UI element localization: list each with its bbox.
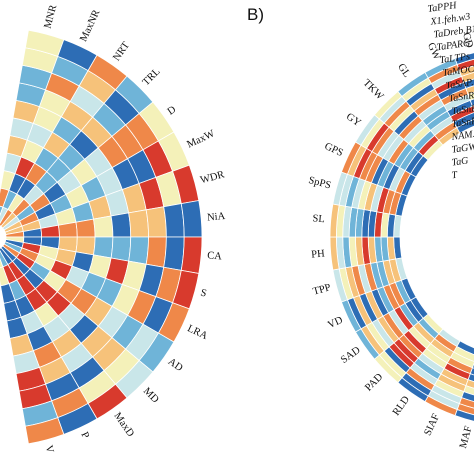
heatmap-a bbox=[0, 29, 203, 445]
heatmap-b-cell bbox=[469, 98, 474, 107]
heatmap-a-trait-label: LRA bbox=[185, 323, 209, 342]
heatmap-b-gene-label: TaPPH bbox=[427, 0, 458, 15]
heatmap-b-trait-label: SIAF bbox=[422, 412, 442, 437]
heatmap-a-cell bbox=[93, 215, 114, 238]
heatmap-b-trait-label: RLD bbox=[391, 394, 412, 418]
heatmap-a-trait-label: WDR bbox=[199, 169, 226, 186]
heatmap-a-trait-label: MNR bbox=[43, 4, 60, 30]
heatmap-a-cell bbox=[75, 218, 96, 238]
heatmap-b-gene-label: TaSnRK2 bbox=[451, 114, 474, 130]
heatmap-b-trait-label: MAF bbox=[458, 425, 474, 450]
heatmap-a-trait-label: MaxD bbox=[111, 411, 136, 440]
heatmap-b-trait-label: SL bbox=[312, 213, 325, 225]
gene-labels-b: TaPPHX1.feh.w3TaDreb.B1TaPARGTaLTPsTaMOC… bbox=[427, 0, 474, 181]
heatmap-a-trait-label: CA bbox=[207, 250, 223, 262]
heatmap-a-trait-label: S bbox=[199, 288, 208, 300]
heatmap-b-cell bbox=[467, 91, 474, 101]
heatmap-a-trait-label: AD bbox=[166, 356, 185, 374]
heatmap-b-trait-label: GL bbox=[395, 62, 412, 80]
heatmap-a-trait-label: NRT bbox=[111, 40, 132, 63]
heatmap-a-cell bbox=[163, 236, 185, 271]
heatmap-a-cell bbox=[128, 209, 149, 238]
heatmap-b-trait-label: TKW bbox=[361, 78, 386, 103]
heatmap-a-cell bbox=[110, 236, 132, 262]
heatmap-a-cell bbox=[145, 206, 167, 238]
heatmap-a-trait-label: D bbox=[166, 104, 179, 118]
heatmap-a-cell bbox=[163, 203, 185, 238]
heatmap-b-cell bbox=[454, 52, 474, 65]
panel-b-letter: B) bbox=[247, 5, 264, 24]
heatmap-b-trait-label: PAD bbox=[363, 371, 385, 393]
heatmap-a-cell bbox=[180, 236, 203, 274]
heatmap-b-gene-label: TaLTPs bbox=[439, 51, 471, 66]
heatmap-a-cell bbox=[145, 236, 167, 268]
heatmap-b-gene-label: TaPARG bbox=[436, 38, 471, 54]
heatmap-a-trait-label: MD bbox=[141, 386, 161, 406]
heatmap-b-trait-label: GY bbox=[344, 111, 363, 129]
heatmap-b-gene-label: TaMOC bbox=[442, 64, 474, 79]
heatmap-a-cell bbox=[24, 417, 65, 445]
heatmap-b-gene-label: TaDreb.B1 bbox=[433, 24, 474, 41]
heatmap-a-trait-label: P bbox=[78, 430, 91, 440]
heatmap-b-trait-label: VD bbox=[326, 315, 345, 332]
heatmap-a-cell bbox=[93, 236, 114, 259]
heatmap-b bbox=[329, 52, 474, 422]
heatmap-a-cell bbox=[110, 212, 132, 238]
heatmap-b-gene-label: TaG bbox=[451, 155, 469, 168]
heatmap-b-gene-label: TaSAP.7B bbox=[445, 75, 474, 91]
heatmap-b-trait-label: TPP bbox=[312, 282, 332, 297]
heatmap-b-gene-label: NAM.A bbox=[450, 128, 474, 143]
heatmap-a-cell bbox=[57, 221, 78, 238]
heatmap-b-gene-label: TaGW bbox=[451, 141, 474, 156]
heatmap-b-trait-label: GPS bbox=[323, 141, 345, 159]
heatmap-a-cell bbox=[128, 236, 149, 265]
heatmap-b-trait-label: SpPS bbox=[307, 175, 332, 192]
heatmap-a-trait-label: TRL bbox=[141, 66, 163, 88]
heatmap-b-trait-label: GD bbox=[460, 32, 474, 50]
heatmap-a-trait-label: V bbox=[43, 444, 56, 455]
heatmap-b-trait-label: PH bbox=[311, 248, 326, 260]
heatmap-a-trait-label: MaxW bbox=[185, 128, 216, 150]
heatmap-b-gene-label: T bbox=[451, 170, 459, 182]
heatmap-a-trait-label: MaxNR bbox=[78, 8, 102, 43]
heatmap-a-trait-label: NiA bbox=[207, 211, 226, 224]
heatmap-b-trait-label: SAD bbox=[339, 345, 363, 366]
heatmap-a-cell bbox=[180, 200, 203, 238]
